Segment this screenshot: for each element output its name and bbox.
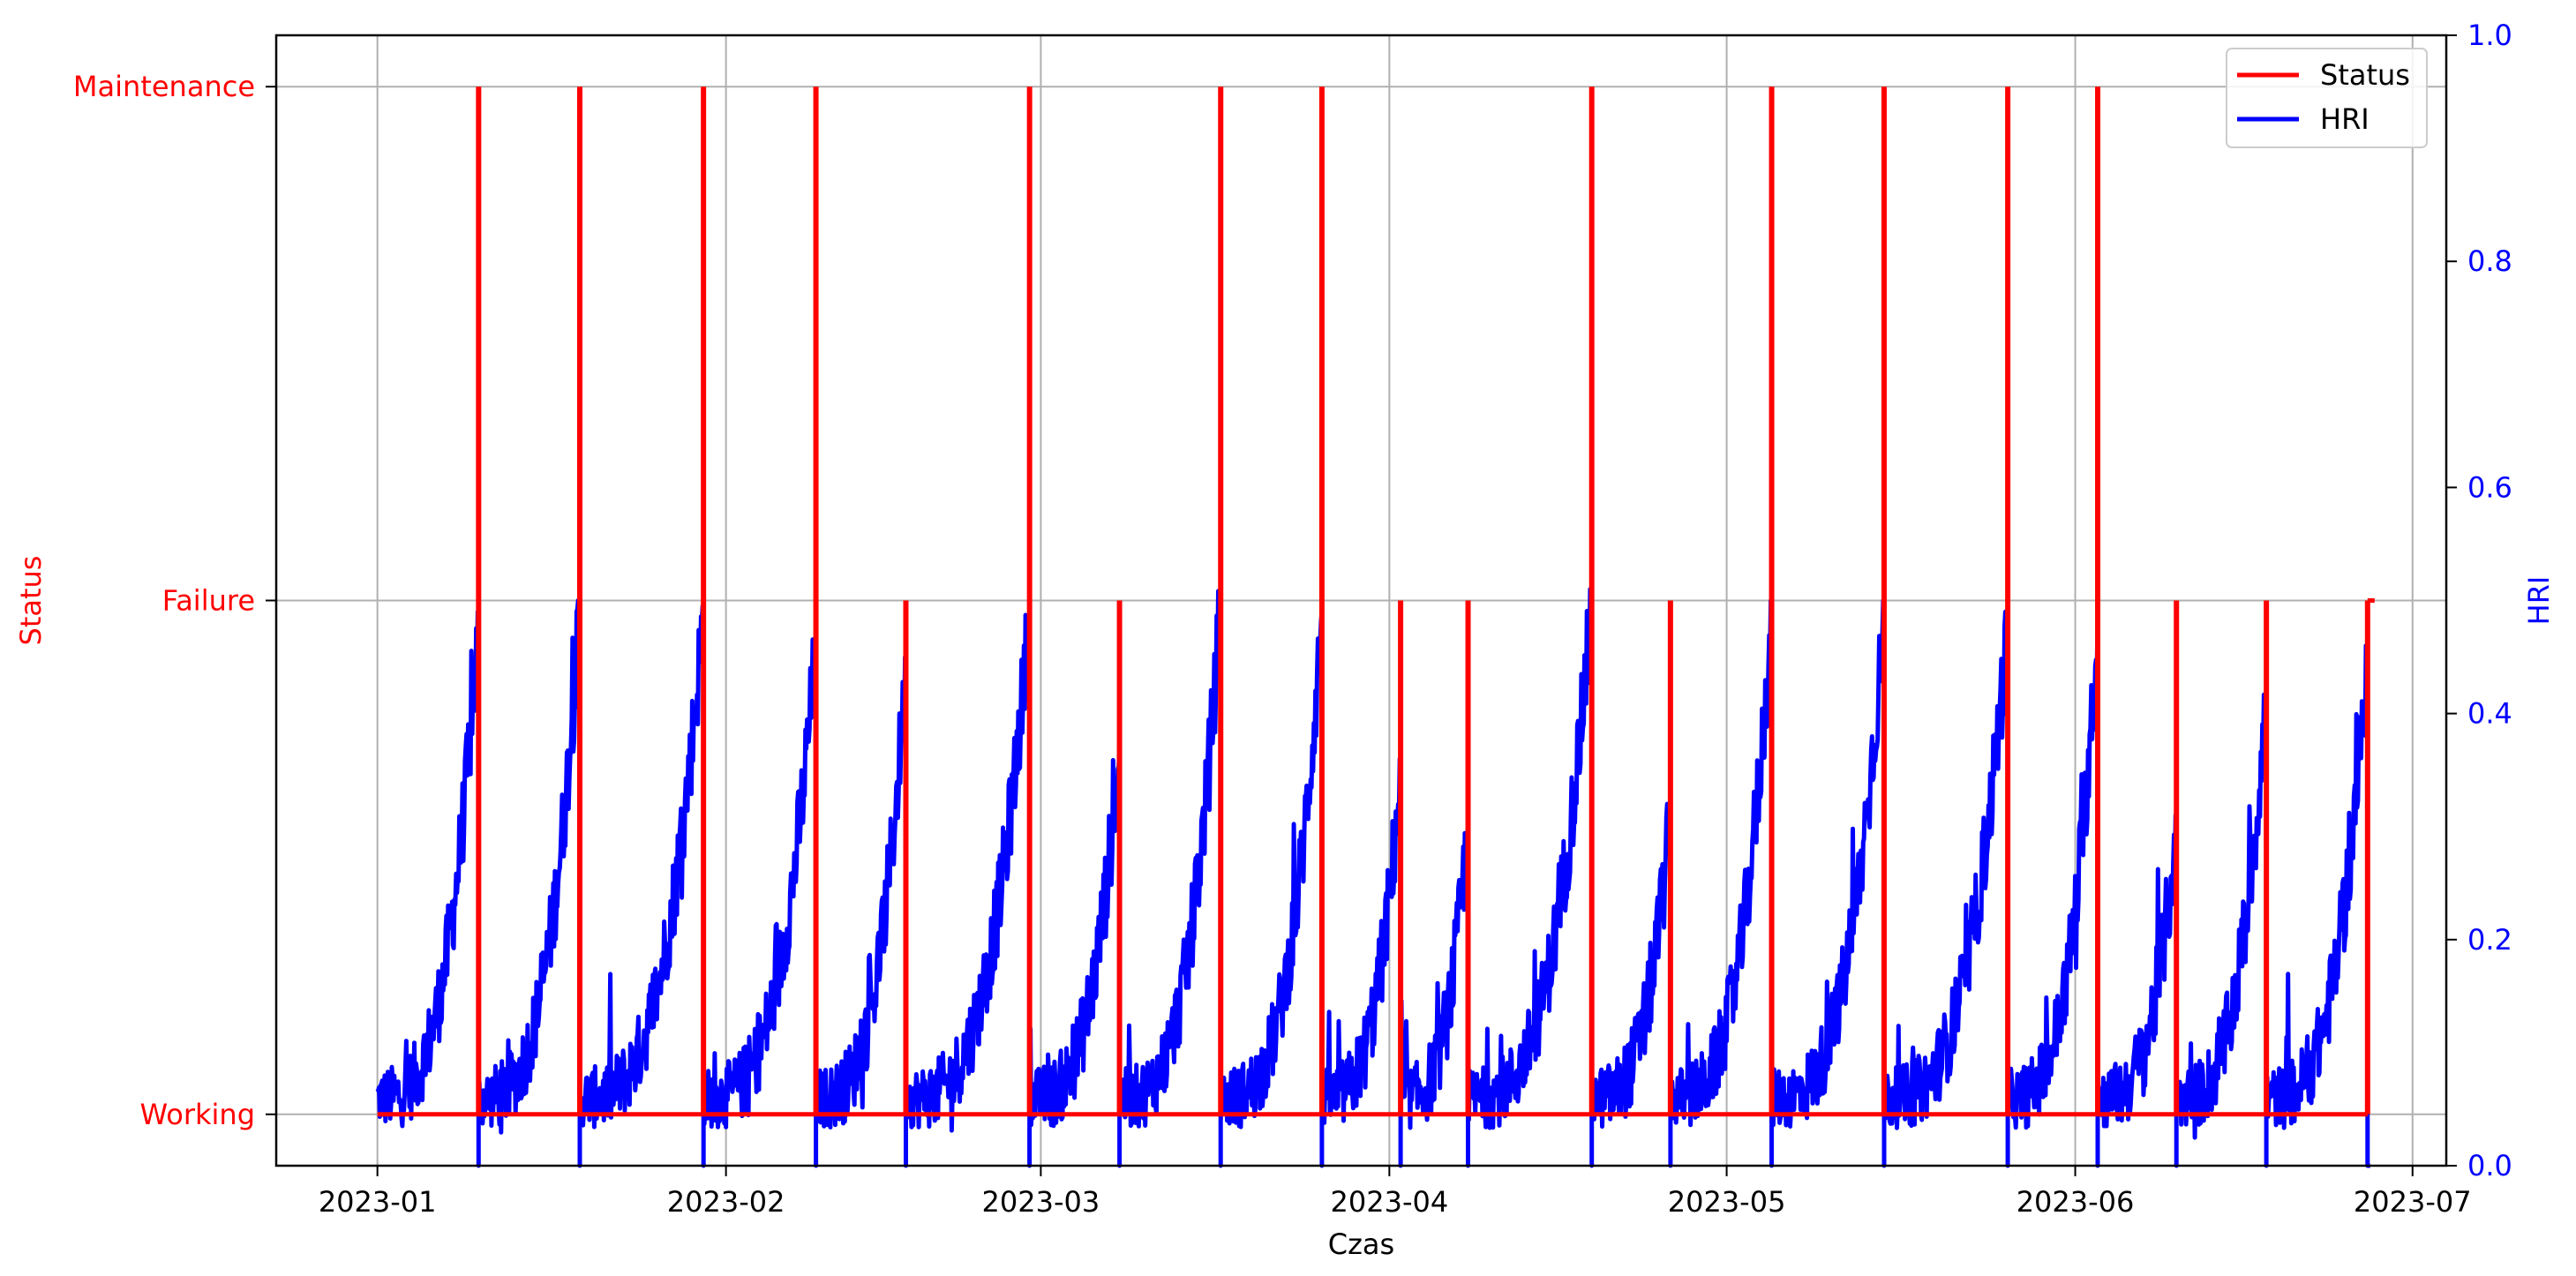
left-tick-label: Maintenance bbox=[73, 70, 255, 103]
right-tick-label: 0.6 bbox=[2467, 470, 2512, 504]
x-tick-label: 2023-05 bbox=[1668, 1185, 1786, 1219]
x-tick-label: 2023-04 bbox=[1331, 1185, 1449, 1219]
right-tick-label: 0.0 bbox=[2467, 1149, 2512, 1182]
x-axis-ticks: 2023-01 2023-02 2023-03 2023-04 2023-05 2023-… bbox=[319, 1166, 2472, 1219]
right-axis-ticks: 0.0 0.2 0.4 0.6 0.8 1.0 bbox=[2446, 19, 2512, 1182]
right-tick-label: 0.8 bbox=[2467, 244, 2512, 278]
left-axis-ticks: Working Failure Maintenance bbox=[73, 70, 276, 1131]
legend-label-status: Status bbox=[2320, 58, 2410, 92]
legend-label-hri: HRI bbox=[2320, 102, 2369, 136]
right-tick-label: 1.0 bbox=[2467, 19, 2512, 52]
left-tick-label: Failure bbox=[162, 584, 255, 618]
legend: Status HRI bbox=[2226, 48, 2428, 148]
x-tick-label: 2023-06 bbox=[2016, 1185, 2135, 1219]
right-tick-label: 0.2 bbox=[2467, 923, 2512, 957]
left-tick-label: Working bbox=[139, 1098, 255, 1131]
x-tick-label: 2023-02 bbox=[667, 1185, 785, 1219]
right-axis-label: HRI bbox=[2522, 576, 2556, 626]
plot-area bbox=[375, 86, 2375, 1168]
x-axis-label: Czas bbox=[1328, 1227, 1394, 1261]
hri-line bbox=[375, 587, 2370, 1168]
x-tick-label: 2023-01 bbox=[319, 1185, 437, 1219]
left-axis-label: Status bbox=[14, 556, 48, 646]
right-tick-label: 0.4 bbox=[2467, 697, 2512, 731]
grid-lines bbox=[276, 35, 2446, 1166]
x-tick-label: 2023-03 bbox=[982, 1185, 1100, 1219]
x-tick-label: 2023-07 bbox=[2354, 1185, 2472, 1219]
